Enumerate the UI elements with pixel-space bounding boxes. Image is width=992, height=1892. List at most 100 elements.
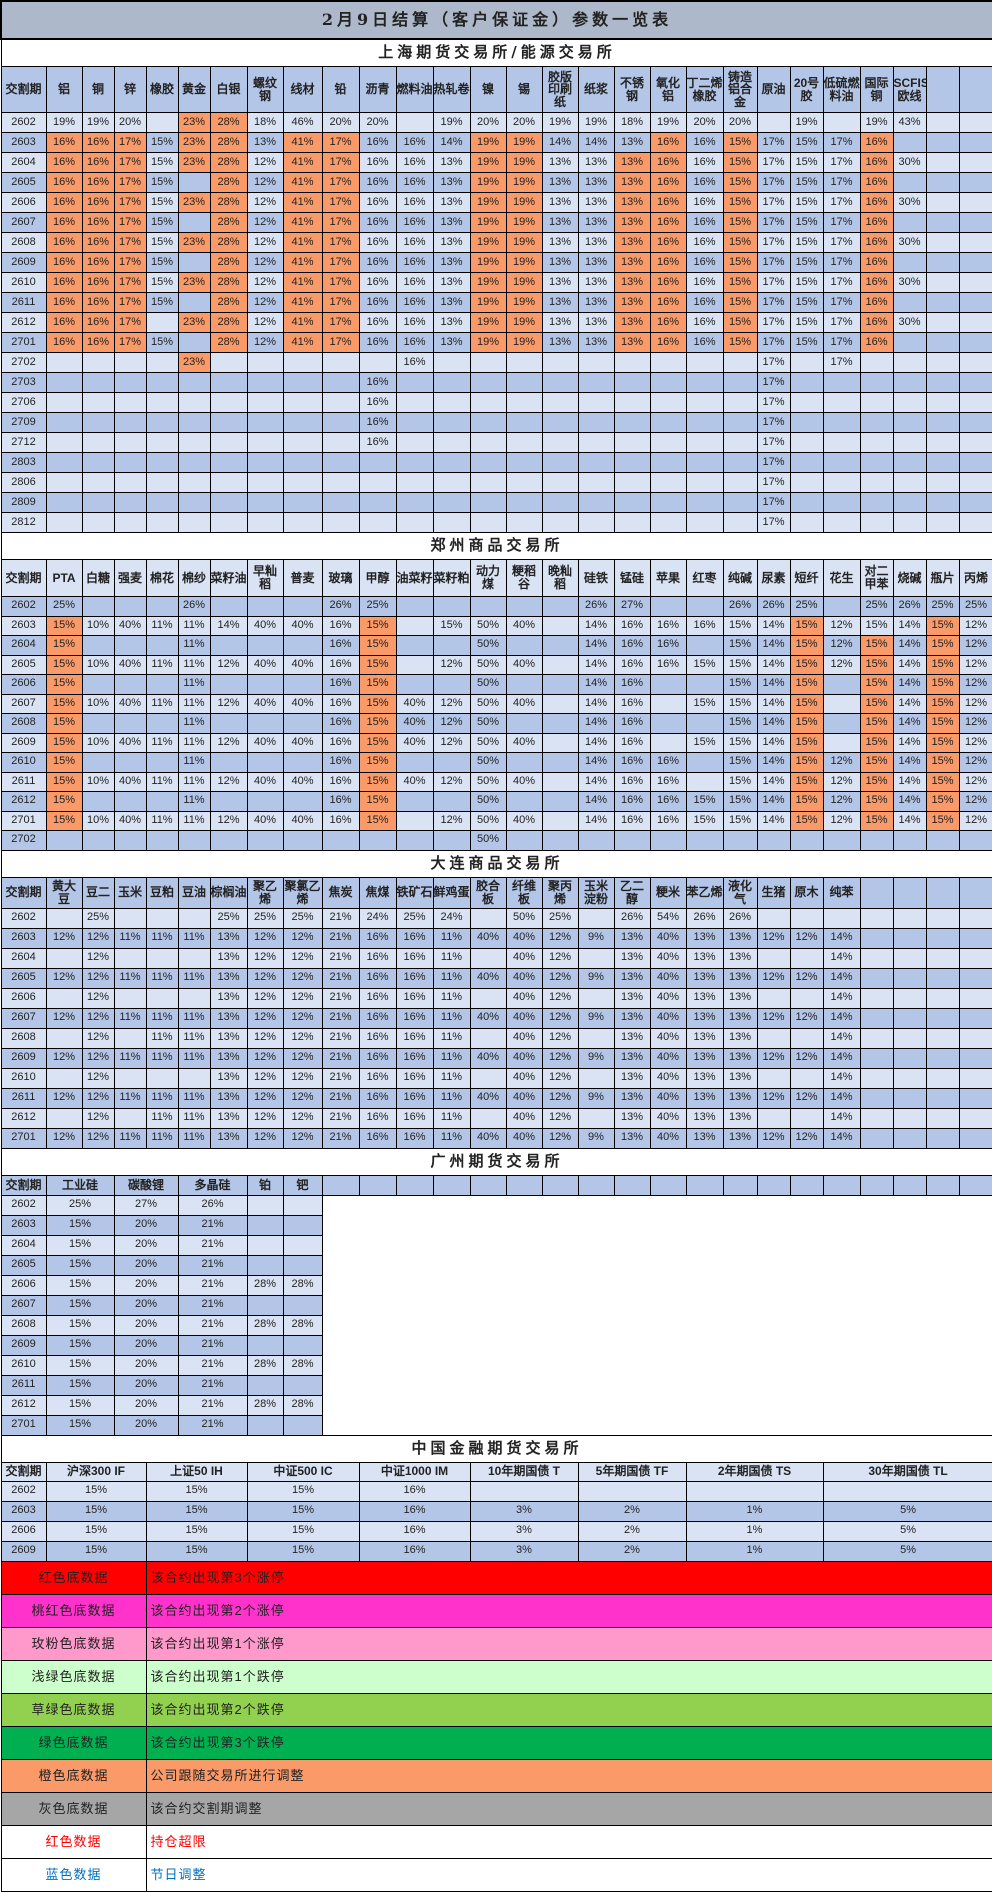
margin-cell: 12% xyxy=(789,1127,824,1149)
margin-cell: 15% xyxy=(685,732,724,753)
margin-cell xyxy=(958,512,992,533)
margin-cell xyxy=(541,392,579,413)
margin-cell: 50% xyxy=(469,615,507,636)
margin-cell: 28% xyxy=(246,1394,284,1416)
margin-cell xyxy=(756,907,791,929)
margin-cell: 13% xyxy=(432,272,471,293)
legend-row: 灰色底数据 该合约交割期调整 xyxy=(0,1791,992,1826)
margin-cell: 25% xyxy=(358,596,397,617)
margin-cell: 17% xyxy=(113,212,147,233)
legend-description: 节日调整 xyxy=(145,1857,992,1892)
margin-cell: 16% xyxy=(613,791,651,812)
margin-cell: 15% xyxy=(722,674,758,695)
margin-cell: 13% xyxy=(613,1127,651,1149)
page-title: 2月9日结算（客户保证金）参数一览表 xyxy=(0,0,992,40)
margin-cell: 12% xyxy=(81,1067,115,1089)
margin-cell xyxy=(541,791,579,812)
margin-cell xyxy=(395,112,434,133)
margin-cell xyxy=(45,352,83,373)
period-cell: 2806 xyxy=(0,472,47,493)
margin-cell: 24% xyxy=(358,907,397,929)
margin-cell: 9% xyxy=(577,967,615,989)
margin-cell: 12% xyxy=(822,752,861,773)
margin-cell: 12% xyxy=(45,1047,83,1069)
margin-cell: 15% xyxy=(45,635,83,656)
margin-cell: 15% xyxy=(45,791,83,812)
table-row: 2701 12% 12% 11% 11% 11% 13% 12% 12% 21% 16% 16% 11%… xyxy=(0,1127,992,1149)
legend-description: 持仓超限 xyxy=(145,1824,992,1859)
margin-cell: 17% xyxy=(321,292,360,313)
margin-cell: 12% xyxy=(246,272,284,293)
margin-cell: 15% xyxy=(789,132,824,153)
margin-cell: 40% xyxy=(113,615,147,636)
margin-cell: 16% xyxy=(45,252,83,273)
margin-cell xyxy=(541,372,579,393)
margin-cell: 21% xyxy=(177,1354,248,1376)
margin-cell: 15% xyxy=(925,771,960,792)
section-title-row: 大连商品交易所 xyxy=(0,849,992,878)
product-header: 动力煤 xyxy=(469,559,507,597)
margin-cell xyxy=(685,472,724,493)
margin-cell: 11% xyxy=(113,1007,147,1029)
margin-cell xyxy=(395,432,434,453)
margin-cell: 13% xyxy=(613,1107,651,1129)
margin-cell: 16% xyxy=(358,412,397,433)
margin-cell xyxy=(541,810,579,831)
product-header: 白银 xyxy=(209,66,248,113)
margin-cell xyxy=(577,452,615,473)
margin-cell: 12% xyxy=(822,615,861,636)
margin-cell: 16% xyxy=(81,172,115,193)
margin-cell: 13% xyxy=(685,1047,724,1069)
margin-cell xyxy=(649,372,687,393)
margin-cell: 17% xyxy=(756,332,791,353)
margin-cell xyxy=(177,907,211,929)
margin-cell: 11% xyxy=(145,1027,179,1049)
product-header: 强麦 xyxy=(113,559,147,597)
margin-cell: 16% xyxy=(45,312,83,333)
period-cell: 2609 xyxy=(0,1540,47,1562)
margin-cell xyxy=(145,830,179,851)
margin-cell xyxy=(81,372,115,393)
margin-cell: 12% xyxy=(246,987,284,1009)
margin-cell: 26% xyxy=(613,907,651,929)
margin-cell xyxy=(958,412,992,433)
margin-cell xyxy=(649,452,687,473)
margin-cell xyxy=(432,512,471,533)
margin-cell: 15% xyxy=(722,232,758,253)
margin-cell: 16% xyxy=(395,252,434,273)
margin-cell xyxy=(577,352,615,373)
margin-cell: 15% xyxy=(145,272,179,293)
margin-cell xyxy=(859,967,894,989)
margin-cell: 17% xyxy=(756,452,791,473)
legend-label: 红色数据 xyxy=(0,1824,147,1859)
margin-cell xyxy=(505,512,543,533)
legend-row: 红色数据 持仓超限 xyxy=(0,1824,992,1859)
margin-cell: 25% xyxy=(925,596,960,617)
margin-cell: 12% xyxy=(756,967,791,989)
margin-cell: 19% xyxy=(505,332,543,353)
blank-header xyxy=(685,1174,724,1196)
product-header: 甲醇 xyxy=(358,559,397,597)
margin-cell: 19% xyxy=(469,332,507,353)
margin-cell xyxy=(925,947,960,969)
margin-cell: 13% xyxy=(209,947,248,969)
margin-cell xyxy=(246,830,284,851)
margin-cell xyxy=(113,674,147,695)
margin-cell xyxy=(822,372,861,393)
margin-cell xyxy=(113,752,147,773)
margin-cell: 13% xyxy=(577,172,615,193)
margin-cell: 16% xyxy=(859,172,894,193)
margin-cell xyxy=(685,1480,824,1502)
margin-cell xyxy=(925,352,960,373)
margin-cell: 16% xyxy=(358,947,397,969)
margin-cell xyxy=(145,492,179,513)
margin-cell: 40% xyxy=(649,1027,687,1049)
period-cell: 2606 xyxy=(0,987,47,1009)
margin-cell: 16% xyxy=(685,615,724,636)
margin-cell xyxy=(432,752,471,773)
margin-cell xyxy=(45,372,83,393)
margin-cell: 17% xyxy=(756,132,791,153)
margin-cell: 14% xyxy=(892,752,927,773)
table-row: 2609 12% 12% 11% 11% 11% 13% 12% 12% 21% 16% 16% 11%… xyxy=(0,1047,992,1069)
